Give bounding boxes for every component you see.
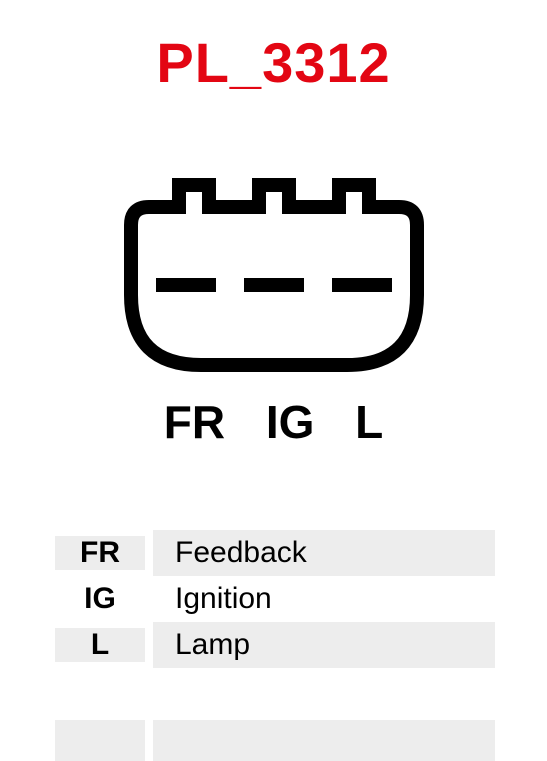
legend-table: FR Feedback IG Ignition L Lamp: [55, 530, 495, 668]
pin-label-fr: FR: [164, 395, 225, 449]
legend-row: L Lamp: [55, 622, 495, 668]
legend-desc: Feedback: [153, 530, 495, 576]
connector-diagram: [101, 165, 447, 377]
pin-label-ig: IG: [266, 395, 315, 449]
pin-slot-2: [244, 278, 304, 292]
legend-code: IG: [55, 582, 145, 616]
pin-slot-1: [156, 278, 216, 292]
part-number-title: PL_3312: [0, 30, 547, 95]
legend-desc: Lamp: [153, 622, 495, 668]
legend-row: FR Feedback: [55, 530, 495, 576]
pin-labels-row: FR IG L: [0, 395, 547, 449]
pin-label-l: L: [355, 395, 383, 449]
legend-code: FR: [55, 536, 145, 570]
bottom-cell-left: [55, 720, 145, 761]
legend-desc: Ignition: [153, 576, 495, 622]
bottom-cell-right: [153, 720, 495, 761]
legend-code: L: [55, 628, 145, 662]
legend-row: IG Ignition: [55, 576, 495, 622]
bottom-bar: [55, 720, 495, 761]
pin-slot-3: [332, 278, 392, 292]
